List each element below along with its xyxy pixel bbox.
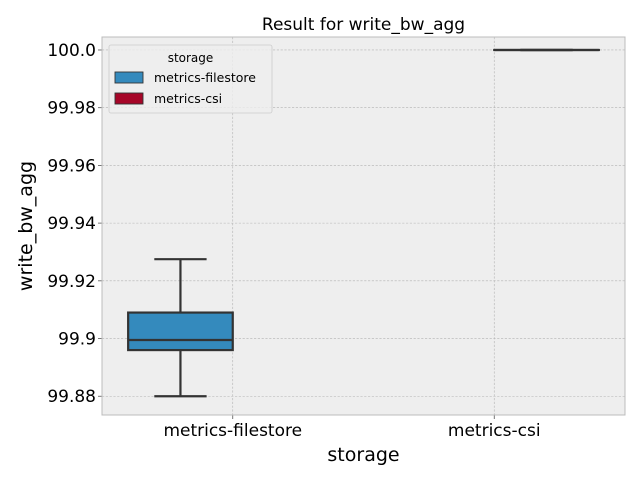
chart-title: Result for write_bw_agg [262,15,465,35]
y-axis-label: write_bw_agg [15,161,37,291]
legend-label-metrics-csi: metrics-csi [154,91,222,106]
legend-title: storage [168,51,214,65]
plot-frame [101,36,626,416]
x-tick-label: metrics-filestore [163,421,302,441]
y-tick-label: 99.96 [47,156,96,176]
y-tick-label: 99.9 [58,330,96,350]
box-body [127,311,234,352]
legend: storage metrics-filestore metrics-csi [108,44,273,114]
y-tick-label: 100.0 [47,41,96,61]
y-tick-label: 99.98 [47,99,96,119]
legend-swatch-metrics-filestore [114,71,144,84]
x-axis-label: storage [327,444,399,466]
legend-frame [108,44,273,114]
legend-label-metrics-filestore: metrics-filestore [154,70,256,85]
y-tick-label: 99.88 [47,387,96,407]
legend-swatch-metrics-csi [114,92,144,105]
legend-entries: metrics-filestore metrics-csi [114,70,256,106]
x-tick-label: metrics-csi [448,421,541,441]
y-tick-label: 99.94 [47,214,96,234]
box-metrics-filestore [127,258,234,398]
y-tick-label: 99.92 [47,272,96,292]
x-axis: metrics-filestore metrics-csi [163,415,541,441]
box-series [127,48,600,398]
y-axis: 99.88 99.9 99.92 99.94 99.96 99.98 100.0 [47,41,102,407]
